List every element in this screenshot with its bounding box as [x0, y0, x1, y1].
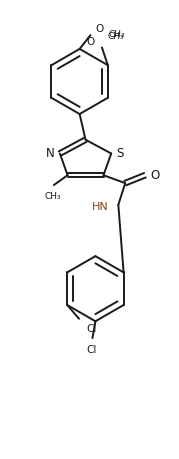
Text: CH₃: CH₃: [44, 192, 61, 201]
Text: HN: HN: [92, 202, 108, 212]
Text: N: N: [46, 147, 55, 160]
Text: Cl: Cl: [86, 324, 96, 334]
Text: O: O: [87, 37, 95, 46]
Text: CH₃: CH₃: [108, 32, 124, 41]
Text: Cl: Cl: [86, 345, 97, 355]
Text: CH₃: CH₃: [108, 30, 125, 39]
Text: S: S: [117, 147, 124, 160]
Text: O: O: [95, 24, 104, 34]
Text: O: O: [150, 169, 159, 182]
